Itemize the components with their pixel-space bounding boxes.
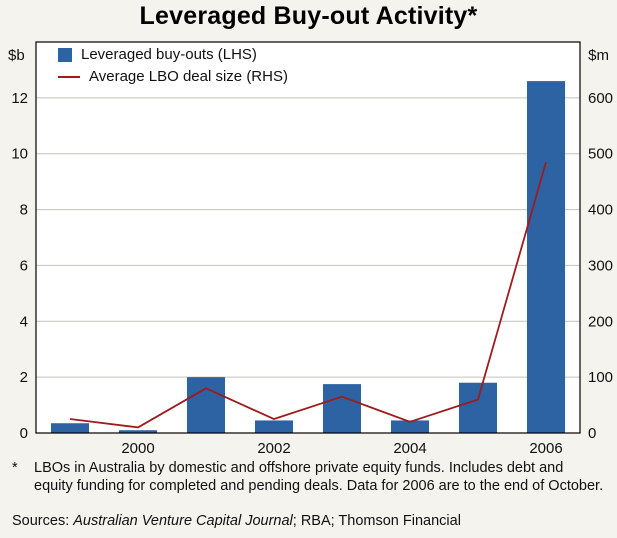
bar bbox=[254, 420, 294, 433]
bar bbox=[390, 420, 430, 433]
y-axis-label-left: 0 bbox=[20, 425, 28, 442]
x-axis-label: 2002 bbox=[257, 440, 290, 457]
y-axis-label-left: 8 bbox=[20, 202, 28, 219]
legend-item-bars: Leveraged buy-outs (LHS) bbox=[58, 46, 288, 63]
x-axis-label: 2000 bbox=[121, 440, 154, 457]
y-axis-label-right: 300 bbox=[588, 257, 613, 274]
chart-title: Leveraged Buy-out Activity* bbox=[139, 2, 478, 30]
legend-item-line: Average LBO deal size (RHS) bbox=[58, 68, 288, 85]
footnote-marker: * bbox=[12, 460, 18, 476]
bar-swatch-icon bbox=[58, 47, 72, 62]
plot-border bbox=[35, 41, 581, 434]
bar bbox=[50, 423, 90, 433]
footnote-text: LBOs in Australia by domestic and offsho… bbox=[34, 460, 604, 495]
sources-rest: ; RBA; Thomson Financial bbox=[292, 513, 461, 529]
left-axis-unit: $b bbox=[8, 47, 25, 64]
line-swatch-icon bbox=[58, 75, 80, 78]
y-axis-label-left: 4 bbox=[20, 313, 28, 330]
plot-area bbox=[36, 42, 580, 433]
y-axis-label-right: 200 bbox=[588, 313, 613, 330]
footnote: * LBOs in Australia by domestic and offs… bbox=[12, 459, 604, 496]
sources-label: Sources: bbox=[12, 513, 74, 529]
y-axis-label-right: 100 bbox=[588, 369, 613, 386]
y-axis-label-left: 2 bbox=[20, 369, 28, 386]
bar bbox=[526, 81, 566, 433]
x-axis-label: 2004 bbox=[393, 440, 426, 457]
bar bbox=[186, 377, 226, 433]
legend-label-line: Average LBO deal size (RHS) bbox=[89, 68, 288, 85]
sources-journal: Australian Venture Capital Journal bbox=[73, 513, 293, 529]
bar bbox=[322, 384, 362, 433]
right-axis-unit: $m bbox=[588, 47, 609, 64]
y-axis-label-right: 500 bbox=[588, 146, 613, 163]
bar bbox=[118, 430, 158, 433]
line-series bbox=[69, 161, 547, 429]
legend-label-bars: Leveraged buy-outs (LHS) bbox=[81, 46, 257, 63]
chart-canvas: 0 2 4 6 8 10 12 0 100 200 300 400 500 600 $b $m 2000 2002… bbox=[8, 41, 613, 457]
bar bbox=[458, 382, 498, 433]
x-axis-label: 2006 bbox=[529, 440, 562, 457]
sources-line: Sources: Australian Venture Capital Jour… bbox=[12, 513, 604, 529]
y-axis-label-left: 6 bbox=[20, 257, 28, 274]
y-axis-label-right: 0 bbox=[588, 425, 596, 442]
y-axis-label-left: 10 bbox=[11, 146, 28, 163]
y-axis-label-right: 600 bbox=[588, 90, 613, 107]
y-axis-label-left: 12 bbox=[11, 90, 28, 107]
y-axis-label-right: 400 bbox=[588, 202, 613, 219]
chart-legend: Leveraged buy-outs (LHS) Average LBO dea… bbox=[58, 46, 288, 85]
